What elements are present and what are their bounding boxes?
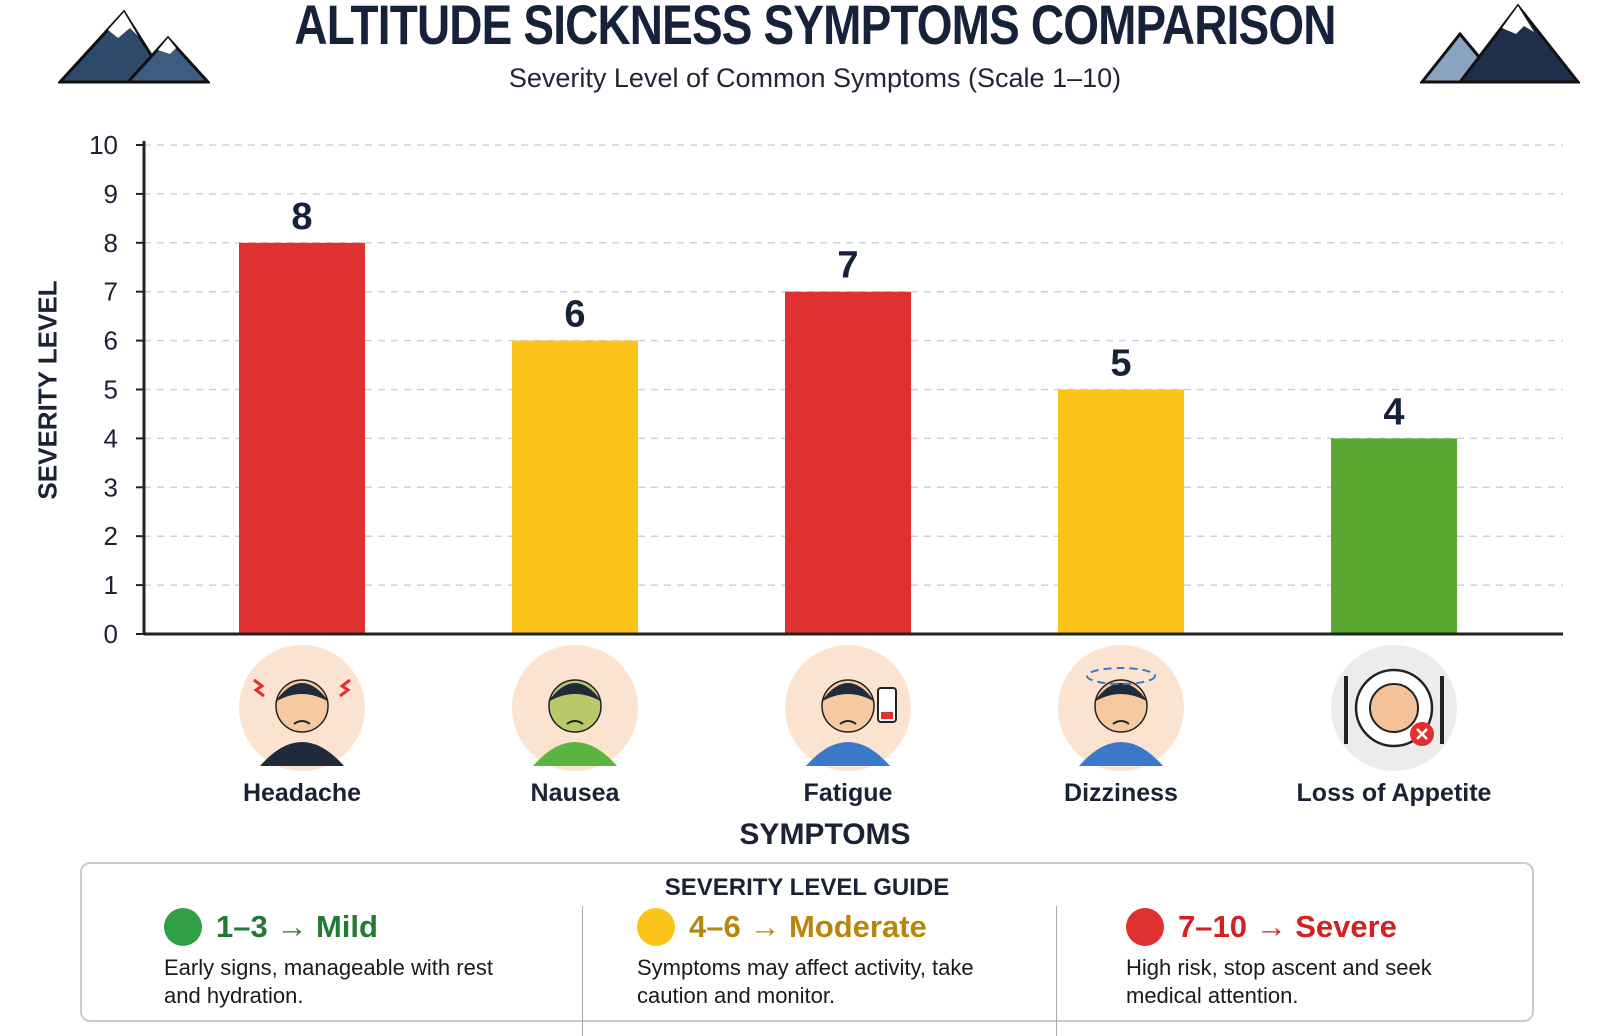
bar-nausea bbox=[512, 340, 638, 634]
legend-divider bbox=[582, 906, 583, 1036]
bar-loss-of-appetite bbox=[1331, 438, 1457, 634]
bar-chart: 0 1 2 3 4 5 6 7 8 9 10 8 Headache 6 Nausea 7 Fatigue 5 Diz… bbox=[89, 130, 1563, 807]
dizziness-person-icon bbox=[1058, 645, 1184, 771]
chart-subtitle: Severity Level of Common Symptoms (Scale… bbox=[508, 63, 1122, 93]
plate-cross-icon bbox=[1331, 645, 1457, 771]
y-tick-label: 1 bbox=[104, 570, 118, 600]
red-dot-icon bbox=[1126, 908, 1164, 946]
y-tick-label: 6 bbox=[104, 326, 118, 356]
legend-divider bbox=[1056, 906, 1057, 1036]
legend-desc: High risk, stop ascent and seek medical … bbox=[1126, 955, 1432, 1008]
yellow-dot-icon bbox=[637, 908, 675, 946]
category-label: Fatigue bbox=[804, 779, 893, 807]
y-tick-label: 8 bbox=[104, 228, 118, 258]
y-tick-label: 4 bbox=[104, 423, 118, 453]
data-label: 8 bbox=[291, 196, 312, 238]
data-label: 5 bbox=[1110, 343, 1131, 385]
legend-item-mild: 1–3 → Mild Early signs, manageable with … bbox=[164, 908, 524, 1010]
category-label: Headache bbox=[243, 779, 361, 807]
y-tick-label: 5 bbox=[104, 375, 118, 405]
data-label: 7 bbox=[837, 245, 858, 287]
category-label: Nausea bbox=[531, 779, 621, 807]
bar-dizziness bbox=[1058, 389, 1184, 634]
y-tick-label: 9 bbox=[104, 179, 118, 209]
fatigue-person-icon bbox=[785, 645, 911, 771]
severity-legend: SEVERITY LEVEL GUIDE 1–3 → Mild Early si… bbox=[80, 862, 1534, 1036]
category-label: Loss of Appetite bbox=[1297, 779, 1492, 807]
legend-range: 4–6 → Moderate bbox=[689, 909, 927, 944]
legend-desc: Early signs, manageable with rest and hy… bbox=[164, 955, 493, 1008]
y-tick-label: 2 bbox=[104, 521, 118, 551]
mountain-icon-right bbox=[1420, 4, 1580, 84]
y-tick-label: 0 bbox=[104, 619, 118, 649]
bar-fatigue bbox=[785, 291, 911, 634]
legend-desc: Symptoms may affect activity, take cauti… bbox=[637, 955, 974, 1008]
data-label: 4 bbox=[1383, 391, 1404, 433]
legend-title: SEVERITY LEVEL GUIDE bbox=[664, 874, 950, 901]
y-tick-label: 10 bbox=[89, 130, 118, 160]
bar-headache bbox=[239, 242, 365, 635]
legend-item-severe: 7–10 → Severe High risk, stop ascent and… bbox=[1126, 908, 1486, 1010]
legend-item-moderate: 4–6 → Moderate Symptoms may affect activ… bbox=[637, 908, 997, 1010]
nausea-person-icon bbox=[512, 645, 638, 771]
y-tick-label: 7 bbox=[104, 277, 118, 307]
headache-person-icon bbox=[239, 645, 365, 771]
legend-range: 7–10 → Severe bbox=[1178, 909, 1397, 944]
mountain-icon-left bbox=[58, 9, 210, 84]
data-label: 6 bbox=[564, 294, 585, 336]
x-axis-label: SYMPTOMS bbox=[739, 818, 911, 851]
y-axis-label: SEVERITY LEVEL bbox=[32, 280, 63, 500]
category-label: Dizziness bbox=[1064, 779, 1178, 807]
green-dot-icon bbox=[164, 908, 202, 946]
y-tick-label: 3 bbox=[104, 472, 118, 502]
legend-range: 1–3 → Mild bbox=[216, 909, 378, 944]
chart-title: ALTITUDE SICKNESS SYMPTOMS COMPARISON bbox=[294, 0, 1336, 56]
